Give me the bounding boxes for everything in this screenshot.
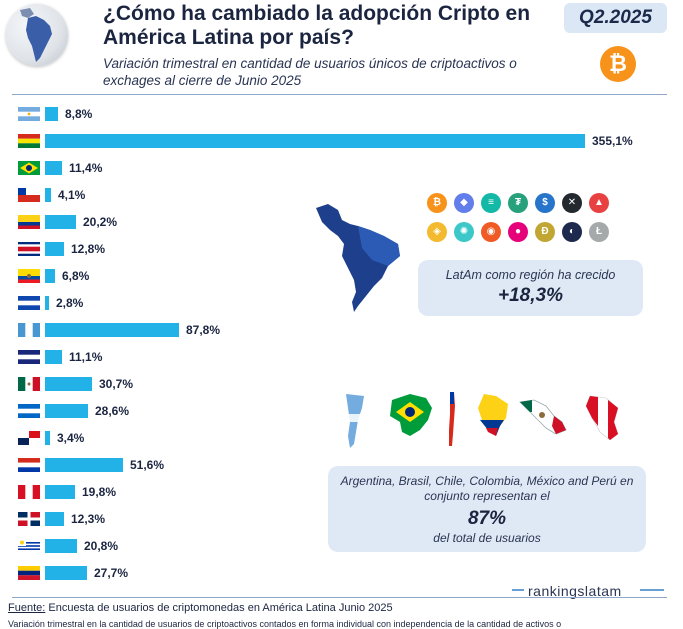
argentina-map-icon <box>346 394 364 448</box>
bar-perú <box>45 485 75 499</box>
bar-value-label: 12,3% <box>71 512 106 526</box>
flag-bolivia-icon <box>18 134 40 148</box>
bar-value-label: 11,1% <box>69 350 103 364</box>
flag-paraguay-icon <box>18 458 40 472</box>
bar-uruguay <box>45 539 77 553</box>
bar-nicaragua <box>45 404 88 418</box>
bar-value-label: 4,1% <box>58 188 86 202</box>
region-growth-text: LatAm como región ha crecido <box>445 268 616 282</box>
bar-bolivia <box>45 134 585 148</box>
bar-value-label: 20,8% <box>84 539 119 553</box>
bar-chile <box>45 188 51 202</box>
bar-value-label: 11,4% <box>69 161 103 175</box>
bar-mexico <box>45 377 92 391</box>
flag-ecuador-icon <box>18 269 40 283</box>
bar-value-label: 12,8% <box>71 242 106 256</box>
bar-value-label: 355,1% <box>592 134 633 148</box>
bar-value-label: 6,8% <box>62 269 90 283</box>
bar-value-label: 20,2% <box>83 215 118 229</box>
peru-map-icon <box>585 395 619 441</box>
solana-icon: ≡ <box>481 193 501 213</box>
shiba-icon: ◉ <box>481 222 501 242</box>
flag-chile-icon <box>18 188 40 202</box>
quarter-badge: Q2.2025 <box>564 3 667 33</box>
bar-paraguay <box>45 458 123 472</box>
bar-value-label: 51,6% <box>130 458 165 472</box>
colombia-map-icon <box>478 394 508 436</box>
bar-argentina <box>45 107 58 121</box>
bar-value-label: 28,6% <box>95 404 130 418</box>
tether-icon: ₮ <box>508 193 528 213</box>
flag-guatemala-icon <box>18 323 40 337</box>
flag-brazil-icon <box>18 161 40 175</box>
flag-venezuela-icon <box>18 566 40 580</box>
chile-map-icon <box>449 392 455 446</box>
bar-colombia <box>45 215 76 229</box>
litecoin-icon: Ł <box>589 222 609 242</box>
region-growth-value: +18,3% <box>498 285 563 306</box>
brand-logo: rankingslatam <box>528 583 622 599</box>
footer-divider <box>12 597 667 598</box>
group-share-suffix: del total de usuarios <box>433 531 541 545</box>
flag-nicaragua-icon <box>18 404 40 418</box>
gear-coin-icon: ✺ <box>454 222 474 242</box>
page-title: ¿Cómo ha cambiado la adopción Cripto en … <box>103 2 531 49</box>
tron-icon: ◐ <box>562 222 582 242</box>
bitcoin-icon: ₿ <box>600 46 636 82</box>
flag-panama-icon <box>18 431 40 445</box>
flag-colombia-icon <box>18 215 40 229</box>
bar-brasil <box>45 161 62 175</box>
polkadot-icon: ● <box>508 222 528 242</box>
group-share-value: 87% <box>467 508 507 529</box>
latam-map-icon <box>316 204 400 312</box>
globe-logo <box>6 4 68 66</box>
bar-guatemala <box>45 323 179 337</box>
bar-value-label: 8,8% <box>65 107 93 121</box>
mexico-map-icon <box>519 399 567 435</box>
flag-dominican-republic-icon <box>18 512 40 526</box>
bnb-icon: ◈ <box>427 222 447 242</box>
footnote: Variación trimestral en la cantidad de u… <box>8 619 562 629</box>
brand-dash-right <box>640 589 664 591</box>
dogecoin-icon: Ð <box>535 222 555 242</box>
brazil-map-icon <box>390 394 432 436</box>
source-label: Fuente: <box>8 602 46 614</box>
bar-value-label: 27,7% <box>94 566 129 580</box>
ethereum-icon: ◆ <box>454 193 474 213</box>
source-line: Fuente: Encuesta de usuarios de criptomo… <box>8 602 393 614</box>
flag-mexico-icon <box>18 377 40 391</box>
bar-venezuela <box>45 566 87 580</box>
bar-value-label: 2,8% <box>56 296 84 310</box>
avalanche-icon: ▲ <box>589 193 609 213</box>
flag-el-salvador-icon <box>18 296 40 310</box>
bar-honduras <box>45 350 62 364</box>
bar-el-salvador <box>45 296 49 310</box>
brand-dash-left <box>512 589 524 591</box>
usd-coin-icon: $ <box>535 193 555 213</box>
bar-panama <box>45 431 50 445</box>
flag-honduras-icon <box>18 350 40 364</box>
bar-ecuador <box>45 269 55 283</box>
flag-peru-icon <box>18 485 40 499</box>
page-subtitle: Variación trimestral en cantidad de usua… <box>103 56 517 88</box>
latam-globe-icon <box>20 8 52 62</box>
flag-argentina-icon <box>18 107 40 121</box>
bitcoin-icon: ₿ <box>427 193 447 213</box>
bar-value-label: 19,8% <box>82 485 117 499</box>
bar-costa-rica <box>45 242 64 256</box>
bar-value-label: 3,4% <box>57 431 85 445</box>
bar-value-label: 30,7% <box>99 377 134 391</box>
region-growth-callout: LatAm como región ha crecido +18,3% <box>418 260 643 316</box>
group-share-text: Argentina, Brasil, Chile, Colombia, Méxi… <box>340 474 634 503</box>
group-share-callout: Argentina, Brasil, Chile, Colombia, Méxi… <box>328 466 646 552</box>
source-text: Encuesta de usuarios de criptomonedas en… <box>45 602 393 614</box>
bar-value-label: 87,8% <box>186 323 221 337</box>
flag-uruguay-icon <box>18 539 40 553</box>
header-divider <box>12 94 667 95</box>
xrp-icon: ✕ <box>562 193 582 213</box>
bar-república-dominicana <box>45 512 64 526</box>
flag-costa-rica-icon <box>18 242 40 256</box>
